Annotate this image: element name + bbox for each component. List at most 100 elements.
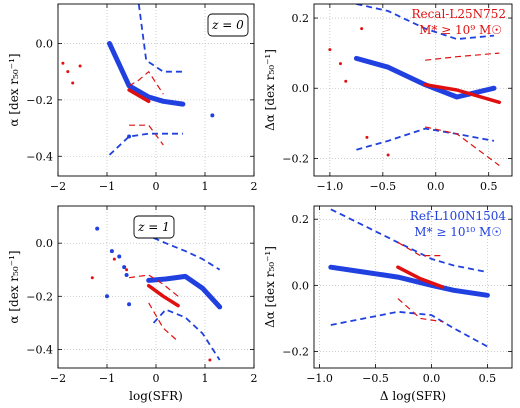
x-tick-label: −1.0 bbox=[317, 180, 344, 193]
series-line-blue-dashed bbox=[330, 208, 488, 273]
y-axis-label: Δα [dex r₅₀⁻¹] bbox=[263, 49, 277, 131]
data-point bbox=[210, 113, 215, 118]
simulation-annotation: Ref-L100N1504 bbox=[410, 209, 506, 223]
data-point bbox=[122, 265, 127, 270]
data-point bbox=[344, 79, 348, 83]
annotation-box bbox=[133, 215, 175, 239]
y-tick-label: 0.2 bbox=[292, 12, 310, 25]
x-tick-label: 0.5 bbox=[480, 180, 498, 193]
x-tick-label: 0 bbox=[153, 372, 160, 385]
axes-frame bbox=[313, 3, 513, 177]
x-tick-label: 2 bbox=[251, 180, 258, 193]
simulation-annotation: Recal-L25N752 bbox=[411, 7, 506, 21]
series-line-blue-thick bbox=[328, 264, 490, 298]
panel-top-left: −2 −1 0 1 2 0.0 −0.2 −0.4 α [dex r₅₀⁻¹] z = 0 bbox=[7, 3, 258, 193]
series-line-red-dashed bbox=[425, 126, 500, 166]
series-line-red-dashed bbox=[128, 71, 164, 95]
series-line-blue-dashed bbox=[330, 310, 488, 348]
plot-area bbox=[61, 4, 215, 156]
series-line-red-thick bbox=[127, 88, 151, 104]
data-point bbox=[109, 249, 114, 254]
redshift-annotation: z = 1 bbox=[137, 220, 170, 234]
y-tick-label: 0.0 bbox=[36, 37, 54, 50]
data-point bbox=[386, 153, 390, 157]
series-line-red-thick bbox=[423, 82, 502, 105]
x-axis-label: log(SFR) bbox=[129, 389, 183, 403]
mass-cut-annotation: M* ≥ 10¹⁰ M☉ bbox=[414, 225, 502, 239]
x-tick-label: −1 bbox=[99, 180, 115, 193]
y-tick-label: −0.2 bbox=[26, 94, 53, 107]
x-tick-label: −0.5 bbox=[362, 372, 389, 385]
x-tick-label: 0.0 bbox=[427, 180, 445, 193]
data-point bbox=[124, 273, 129, 278]
x-tick-label: −1 bbox=[99, 372, 115, 385]
axes-frame bbox=[313, 205, 513, 369]
panel-bottom-right: −1.0 −0.5 0.0 0.5 0.2 0.0 −0.2 Δα [dex r₅₀⁻¹] Δ … bbox=[263, 205, 513, 403]
series-line-red-dashed bbox=[425, 52, 500, 61]
plot-area bbox=[90, 226, 223, 362]
data-point bbox=[90, 276, 94, 280]
data-point bbox=[127, 302, 132, 307]
y-tick-label: −0.4 bbox=[26, 343, 53, 356]
annotation-box bbox=[207, 13, 249, 37]
y-tick-label: 0.0 bbox=[36, 237, 54, 250]
x-tick-label: 0.5 bbox=[479, 372, 497, 385]
data-point bbox=[360, 27, 364, 31]
x-tick-label: 2 bbox=[251, 372, 258, 385]
x-axis-label: Δ log(SFR) bbox=[380, 389, 446, 403]
data-point bbox=[365, 135, 369, 139]
plot-area bbox=[328, 4, 502, 166]
x-tick-label: −0.5 bbox=[369, 180, 396, 193]
y-tick-label: −0.2 bbox=[26, 290, 53, 303]
redshift-annotation: z = 0 bbox=[211, 18, 244, 32]
mass-cut-annotation: M* ≥ 10⁹ M☉ bbox=[419, 23, 502, 37]
y-tick-label: 0.0 bbox=[292, 82, 310, 95]
data-point bbox=[328, 48, 332, 52]
y-tick-label: −0.2 bbox=[282, 152, 309, 165]
data-point bbox=[66, 70, 70, 74]
plot-area bbox=[328, 208, 490, 348]
data-point bbox=[208, 358, 212, 362]
data-point bbox=[95, 226, 100, 231]
y-tick-label: 0.0 bbox=[292, 279, 310, 292]
series-line-blue-dashed bbox=[356, 4, 495, 40]
series-line-blue-thick bbox=[353, 55, 497, 100]
data-point bbox=[61, 61, 65, 65]
data-point bbox=[127, 134, 132, 139]
x-tick-label: 0 bbox=[153, 180, 160, 193]
x-tick-label: −2 bbox=[50, 180, 66, 193]
data-point bbox=[105, 294, 109, 299]
x-tick-label: 1 bbox=[202, 180, 209, 193]
y-tick-label: −0.4 bbox=[26, 150, 53, 163]
y-tick-label: 0.2 bbox=[292, 213, 310, 226]
y-axis-label: α [dex r₅₀⁻¹] bbox=[7, 53, 21, 126]
x-tick-label: 1 bbox=[202, 372, 209, 385]
series-line-red-dashed bbox=[397, 241, 443, 257]
series-line-red-thick bbox=[146, 283, 180, 308]
series-line-red-dashed bbox=[148, 302, 179, 342]
series-line-blue-dashed bbox=[153, 237, 221, 271]
data-point bbox=[125, 268, 129, 272]
series-line-blue-dashed bbox=[356, 127, 495, 151]
data-point bbox=[117, 254, 122, 259]
panel-top-right: −1.0 −0.5 0.0 0.5 0.2 0.0 −0.2 Δα [dex r₅₀⁻¹] Re… bbox=[263, 3, 513, 193]
y-axis-label: Δα [dex r₅₀⁻¹] bbox=[263, 246, 277, 328]
x-tick-label: 0.0 bbox=[423, 372, 441, 385]
data-point bbox=[112, 257, 116, 261]
y-axis-label: α [dex r₅₀⁻¹] bbox=[7, 250, 21, 323]
panel-bottom-left: −2 −1 0 1 2 0.0 −0.2 −0.4 α [dex r₅₀⁻¹] log(SFR) z… bbox=[7, 205, 258, 403]
x-tick-label: −2 bbox=[50, 372, 66, 385]
series-line-blue-thick bbox=[107, 41, 186, 107]
data-point bbox=[78, 64, 82, 68]
data-point bbox=[338, 62, 342, 66]
y-tick-label: −0.2 bbox=[282, 345, 309, 358]
series-line-blue-dashed bbox=[137, 4, 183, 73]
series-line-red-thick bbox=[396, 265, 445, 289]
data-point bbox=[71, 81, 75, 85]
x-tick-label: −1.0 bbox=[306, 372, 333, 385]
series-line-blue-dashed bbox=[108, 132, 183, 156]
series-line-blue-dashed bbox=[152, 308, 221, 361]
series-line-blue-thick bbox=[146, 273, 223, 310]
series-line-red-dashed bbox=[397, 298, 443, 323]
